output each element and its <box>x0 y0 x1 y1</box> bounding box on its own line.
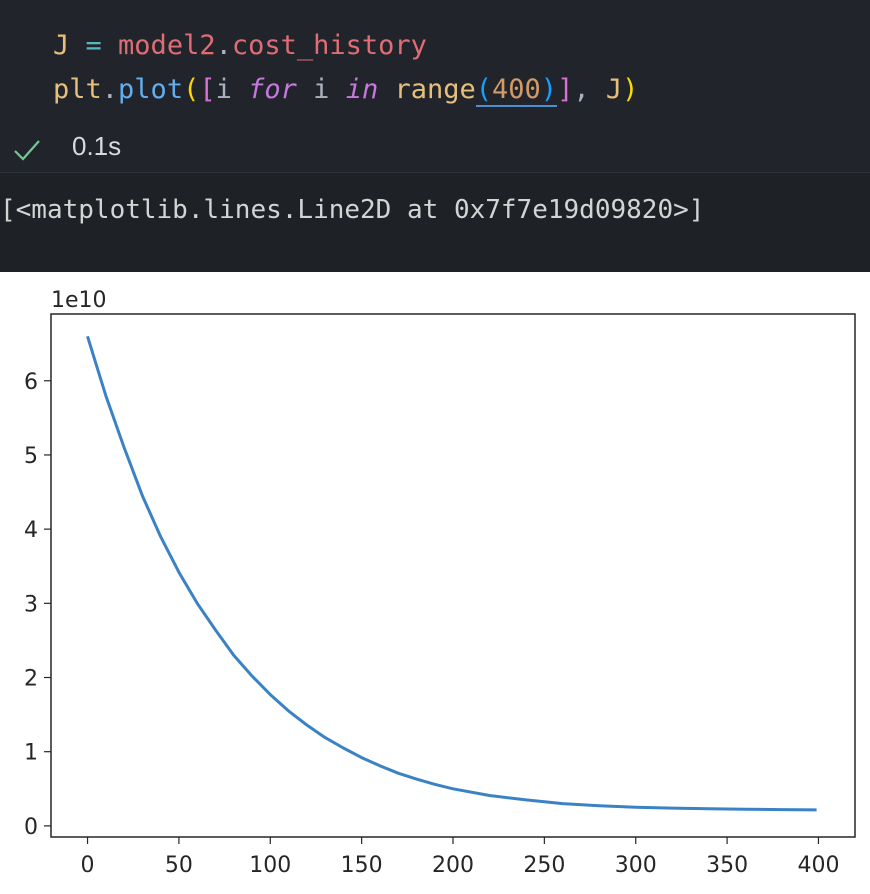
y-tick-label: 5 <box>24 444 38 469</box>
diagnostic-underline[interactable]: (400) <box>475 74 558 107</box>
code-token: i <box>215 74 249 105</box>
axis-offset-text: 1e10 <box>51 288 107 313</box>
code-token: model2 <box>118 30 216 61</box>
line-chart: 0 50 100 150 200 250 300 350 400 0 1 2 3 4 5 6 1e10 <box>24 288 856 878</box>
code-token: ( <box>183 74 200 105</box>
x-tick-label: 150 <box>341 853 383 878</box>
x-tick-label: 0 <box>81 853 95 878</box>
check-icon <box>14 140 40 161</box>
code-token: plot <box>118 74 184 105</box>
code-token: J <box>53 30 70 61</box>
x-tick-label: 100 <box>249 853 291 878</box>
code-token: ) <box>622 74 639 105</box>
code-token: in <box>345 74 379 105</box>
y-tick-label: 6 <box>24 370 38 395</box>
x-tick-label: 400 <box>797 853 839 878</box>
code-token: [ <box>199 74 216 105</box>
code-token: for <box>248 74 297 105</box>
y-tick-label: 0 <box>24 815 38 840</box>
x-tick-label: 300 <box>615 853 657 878</box>
code-cell[interactable]: J = model2.cost_history plt.plot([i for … <box>0 0 870 172</box>
code-token: J <box>605 74 623 105</box>
y-tick-label: 1 <box>24 741 38 766</box>
code-token: ) <box>540 74 558 105</box>
execution-status: 0.1s <box>0 128 870 172</box>
y-tick-label: 3 <box>24 592 38 617</box>
code-line-1[interactable]: J = model2.cost_history <box>53 29 427 63</box>
code-token: i <box>296 74 346 105</box>
output-text: [<matplotlib.lines.Line2D at 0x7f7e19d09… <box>0 195 705 225</box>
code-token: 400 <box>492 74 541 105</box>
y-tick-label: 2 <box>24 667 38 692</box>
code-token: = <box>69 30 119 61</box>
x-tick-label: 50 <box>165 853 193 878</box>
code-token <box>378 74 394 105</box>
series-line <box>86 335 817 812</box>
execution-time: 0.1s <box>72 131 122 161</box>
plot-output: 0 50 100 150 200 250 300 350 400 0 1 2 3 4 5 6 1e10 <box>0 272 870 894</box>
cell-output: [<matplotlib.lines.Line2D at 0x7f7e19d09… <box>0 172 870 273</box>
code-token: cost_history <box>231 30 427 61</box>
code-token: ] <box>557 74 574 105</box>
code-token: . <box>215 30 232 61</box>
code-token: , <box>573 74 606 105</box>
x-tick-label: 200 <box>432 853 474 878</box>
code-token: plt <box>53 74 102 105</box>
code-token: range <box>394 74 476 105</box>
code-token: . <box>101 74 119 105</box>
y-tick-label: 4 <box>24 518 38 543</box>
x-tick-label: 350 <box>706 853 748 878</box>
plot-frame <box>50 313 856 838</box>
code-token: ( <box>475 74 493 105</box>
x-tick-label: 250 <box>523 853 565 878</box>
code-line-2[interactable]: plt.plot([i for i in range(400)], J) <box>53 73 638 107</box>
